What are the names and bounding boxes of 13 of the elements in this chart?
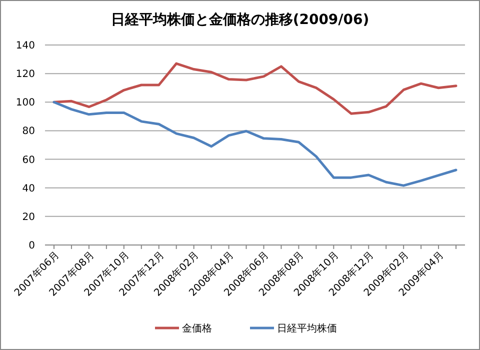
y-tick-label: 40 — [22, 183, 35, 194]
line-series — [52, 62, 458, 115]
line-series — [52, 100, 458, 187]
y-tick-label: 120 — [16, 69, 35, 80]
y-tick-label: 20 — [22, 212, 35, 223]
chart-title: 日経平均株価と金価格の推移(2009/06) — [110, 12, 370, 28]
y-tick-label: 100 — [16, 98, 35, 109]
legend-label: 金価格 — [182, 322, 212, 334]
y-tick-label: 80 — [22, 126, 35, 138]
y-tick-label: 0 — [28, 240, 35, 252]
y-tick-label: 140 — [16, 40, 35, 52]
legend-label: 日経平均株価 — [277, 322, 337, 334]
y-tick-label: 60 — [22, 154, 35, 166]
